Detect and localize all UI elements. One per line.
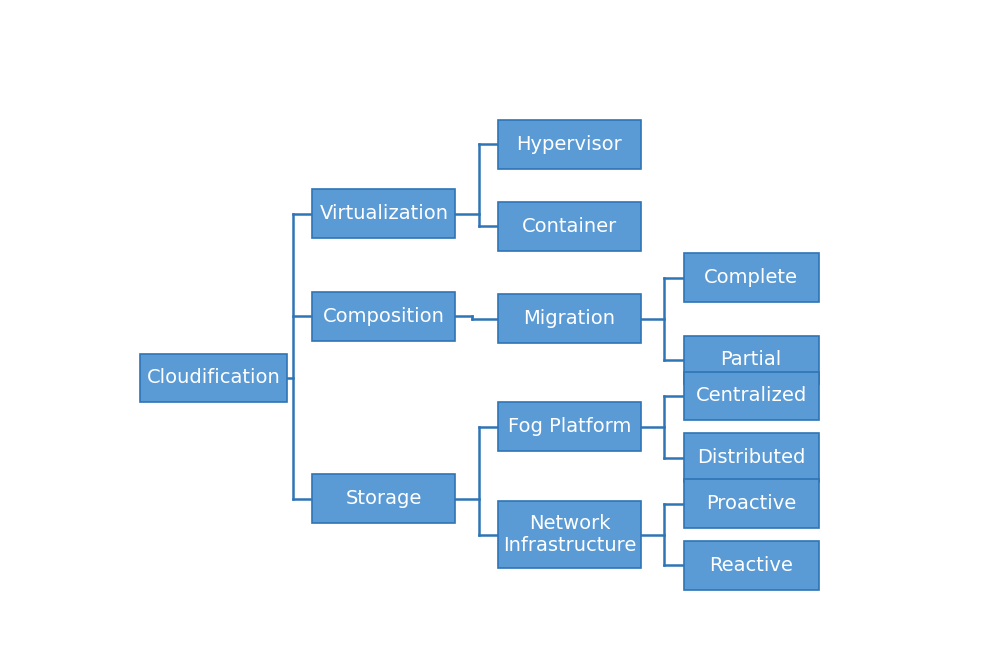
FancyBboxPatch shape	[684, 433, 819, 482]
Text: Composition: Composition	[323, 307, 445, 325]
Text: Network
Infrastructure: Network Infrastructure	[503, 514, 636, 555]
Text: Fog Platform: Fog Platform	[508, 418, 631, 436]
FancyBboxPatch shape	[498, 120, 641, 169]
FancyBboxPatch shape	[498, 402, 641, 451]
FancyBboxPatch shape	[684, 372, 819, 420]
Text: Proactive: Proactive	[707, 494, 796, 513]
Text: Distributed: Distributed	[697, 448, 805, 467]
FancyBboxPatch shape	[312, 474, 455, 523]
FancyBboxPatch shape	[498, 202, 641, 251]
Text: Complete: Complete	[705, 268, 798, 287]
Text: Migration: Migration	[524, 309, 616, 328]
FancyBboxPatch shape	[312, 189, 455, 238]
FancyBboxPatch shape	[684, 253, 819, 302]
FancyBboxPatch shape	[140, 354, 287, 402]
Text: Virtualization: Virtualization	[319, 204, 448, 223]
FancyBboxPatch shape	[312, 292, 455, 341]
Text: Hypervisor: Hypervisor	[517, 135, 623, 153]
FancyBboxPatch shape	[498, 294, 641, 344]
Text: Storage: Storage	[345, 489, 422, 508]
FancyBboxPatch shape	[684, 480, 819, 528]
Text: Cloudification: Cloudification	[147, 368, 280, 388]
FancyBboxPatch shape	[684, 541, 819, 590]
Text: Partial: Partial	[721, 350, 781, 370]
Text: Reactive: Reactive	[710, 556, 793, 575]
FancyBboxPatch shape	[498, 501, 641, 568]
FancyBboxPatch shape	[684, 336, 819, 384]
Text: Container: Container	[522, 217, 617, 236]
Text: Centralized: Centralized	[696, 386, 806, 406]
